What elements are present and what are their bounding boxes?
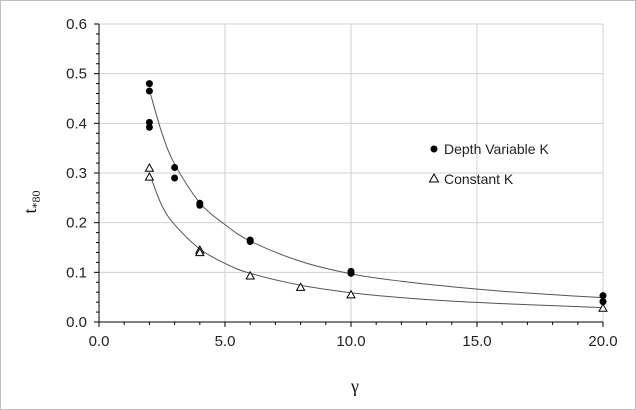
y-tick-label: 0.1	[66, 264, 87, 281]
x-tick-label: 15.0	[462, 333, 491, 350]
trendline-depth-variable-k	[150, 94, 604, 299]
y-tick-label: 0.5	[66, 66, 87, 83]
y-axis-label: t*80	[20, 190, 43, 213]
point-depth-variable-k	[196, 201, 204, 209]
point-constant-k	[245, 270, 256, 280]
point-depth-variable-k	[599, 298, 607, 306]
y-tick-label: 0.2	[66, 215, 87, 232]
grid-lines	[99, 23, 604, 322]
point-depth-variable-k	[145, 87, 153, 95]
point-depth-variable-k	[347, 269, 355, 277]
point-constant-k	[144, 171, 155, 181]
legend-label-depth-variable: Depth Variable K	[444, 141, 549, 157]
x-tick-labels: 0.0 5.0 10.0 15.0 20.0	[89, 333, 618, 350]
legend-marker-depth-variable	[430, 145, 438, 153]
point-constant-k	[295, 282, 306, 291]
point-depth-variable-k	[145, 80, 153, 88]
y-tick-label: 0.6	[66, 16, 87, 33]
trendline-constant-k	[150, 176, 604, 309]
point-constant-k	[346, 289, 356, 299]
axes	[94, 23, 604, 327]
point-constant-k	[598, 303, 608, 312]
x-axis-label: γ	[350, 376, 359, 396]
y-axis-label-sub: *80	[29, 190, 43, 208]
y-tick-label: 0.0	[66, 314, 87, 331]
y-axis-label-main: t	[20, 208, 40, 213]
trendlines	[150, 94, 604, 309]
legend-label-constant-k: Constant K	[444, 171, 514, 187]
data-points	[144, 80, 608, 312]
point-depth-variable-k	[246, 238, 254, 246]
x-tick-label: 10.0	[336, 333, 365, 350]
y-tick-label: 0.4	[66, 115, 87, 132]
point-constant-k	[194, 247, 205, 257]
x-tick-label: 0.0	[89, 333, 110, 350]
y-tick-labels: 0.0 0.1 0.2 0.3 0.4 0.5 0.6	[66, 16, 87, 331]
point-constant-k	[144, 163, 155, 172]
x-tick-label: 20.0	[588, 333, 617, 350]
point-depth-variable-k	[171, 174, 179, 182]
legend-marker-constant-k	[428, 172, 440, 183]
legend: Depth Variable K Constant K	[428, 141, 549, 187]
point-depth-variable-k	[171, 164, 179, 172]
point-depth-variable-k	[599, 292, 607, 300]
x-tick-label: 5.0	[215, 333, 236, 350]
point-depth-variable-k	[145, 123, 153, 131]
point-depth-variable-k	[145, 118, 153, 126]
y-tick-label: 0.3	[66, 165, 87, 182]
